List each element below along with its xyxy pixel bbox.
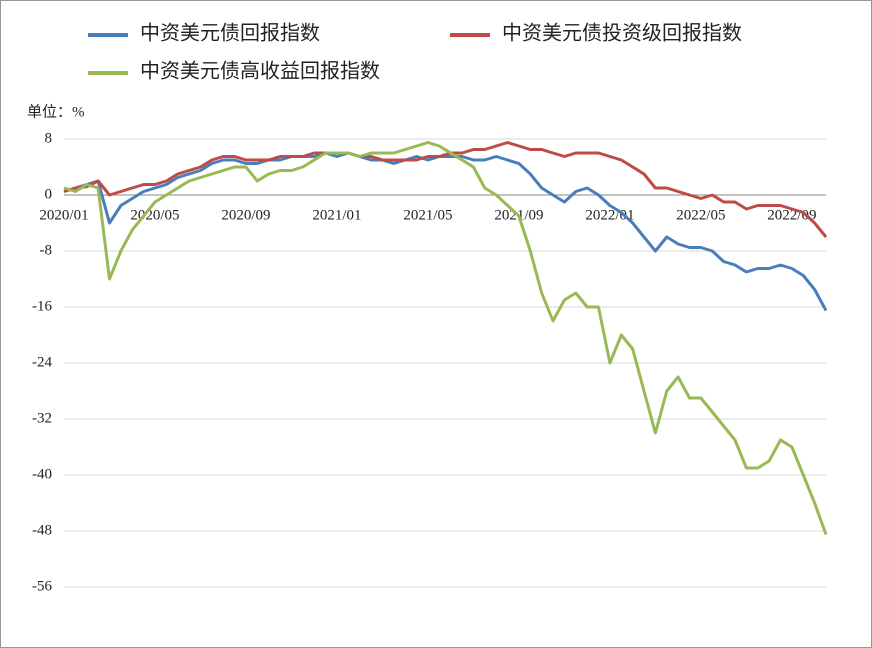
- x-tick-label: 2021/01: [312, 207, 361, 223]
- y-tick-label: 0: [45, 186, 53, 202]
- y-tick-label: 8: [45, 130, 53, 146]
- series-line: [63, 141, 828, 536]
- x-tick-label: 2022/01: [585, 207, 634, 223]
- x-tick-label: 2021/05: [403, 207, 452, 223]
- series-line: [63, 141, 828, 238]
- y-tick-label: -8: [40, 242, 53, 258]
- y-tick-label: -24: [32, 354, 52, 370]
- y-tick-label: -16: [32, 298, 52, 314]
- x-tick-label: 2020/09: [221, 207, 270, 223]
- series-line: [63, 151, 828, 312]
- y-tick-label: -32: [32, 410, 52, 426]
- y-tick-label: -56: [32, 578, 52, 594]
- x-tick-label: 2020/01: [39, 207, 88, 223]
- unit-label: 单位：%: [27, 103, 85, 120]
- legend-label: 中资美元债回报指数: [140, 22, 320, 45]
- legend-label: 中资美元债高收益回报指数: [140, 60, 380, 83]
- y-tick-label: -40: [32, 466, 52, 482]
- legend-label: 中资美元债投资级回报指数: [502, 22, 742, 45]
- y-tick-label: -48: [32, 522, 52, 538]
- x-tick-label: 2022/05: [676, 207, 725, 223]
